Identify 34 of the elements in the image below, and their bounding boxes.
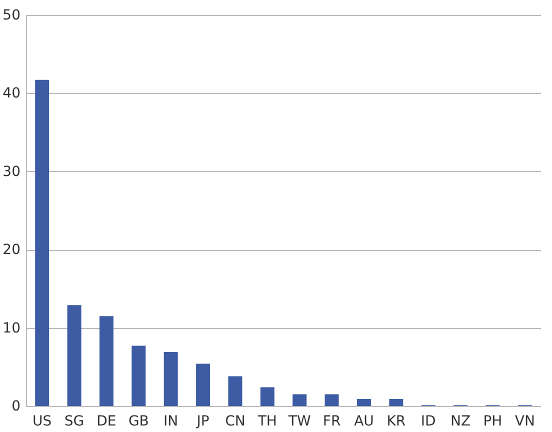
bar [292,394,307,406]
y-tick-label: 50 [2,8,20,24]
bar [164,352,178,406]
bar [324,394,339,406]
x-tick-label: IN [164,414,178,430]
x-tick-label: US [32,414,52,430]
bar [228,376,242,406]
x-tick-label: ID [420,414,436,430]
bar [260,387,274,406]
x-tick-label: SG [64,414,84,430]
x-tick-label: PH [483,414,502,430]
x-tick-label: CN [225,414,246,430]
x-tick-label: AU [354,414,374,430]
bar [67,305,82,406]
x-tick-label: GB [128,414,149,430]
bar [132,346,146,406]
bar [389,398,404,406]
y-tick-label: 10 [2,320,20,336]
bar [196,364,210,406]
y-tick-label: 20 [2,242,20,258]
x-tick-label: NZ [450,414,471,430]
bar [35,80,50,406]
x-tick-label: TH [256,414,277,430]
x-tick-label: VN [514,414,535,430]
x-tick-label: TW [287,414,311,430]
x-tick-label: JP [196,414,210,430]
y-tick-label: 0 [12,398,20,414]
x-tick-label: KR [386,414,406,430]
y-tick-label: 40 [2,86,20,102]
x-tick-label: DE [96,414,116,430]
bar [356,398,371,406]
x-tick-label: FR [322,414,341,430]
y-tick-label: 30 [2,164,20,180]
bar [99,316,114,406]
